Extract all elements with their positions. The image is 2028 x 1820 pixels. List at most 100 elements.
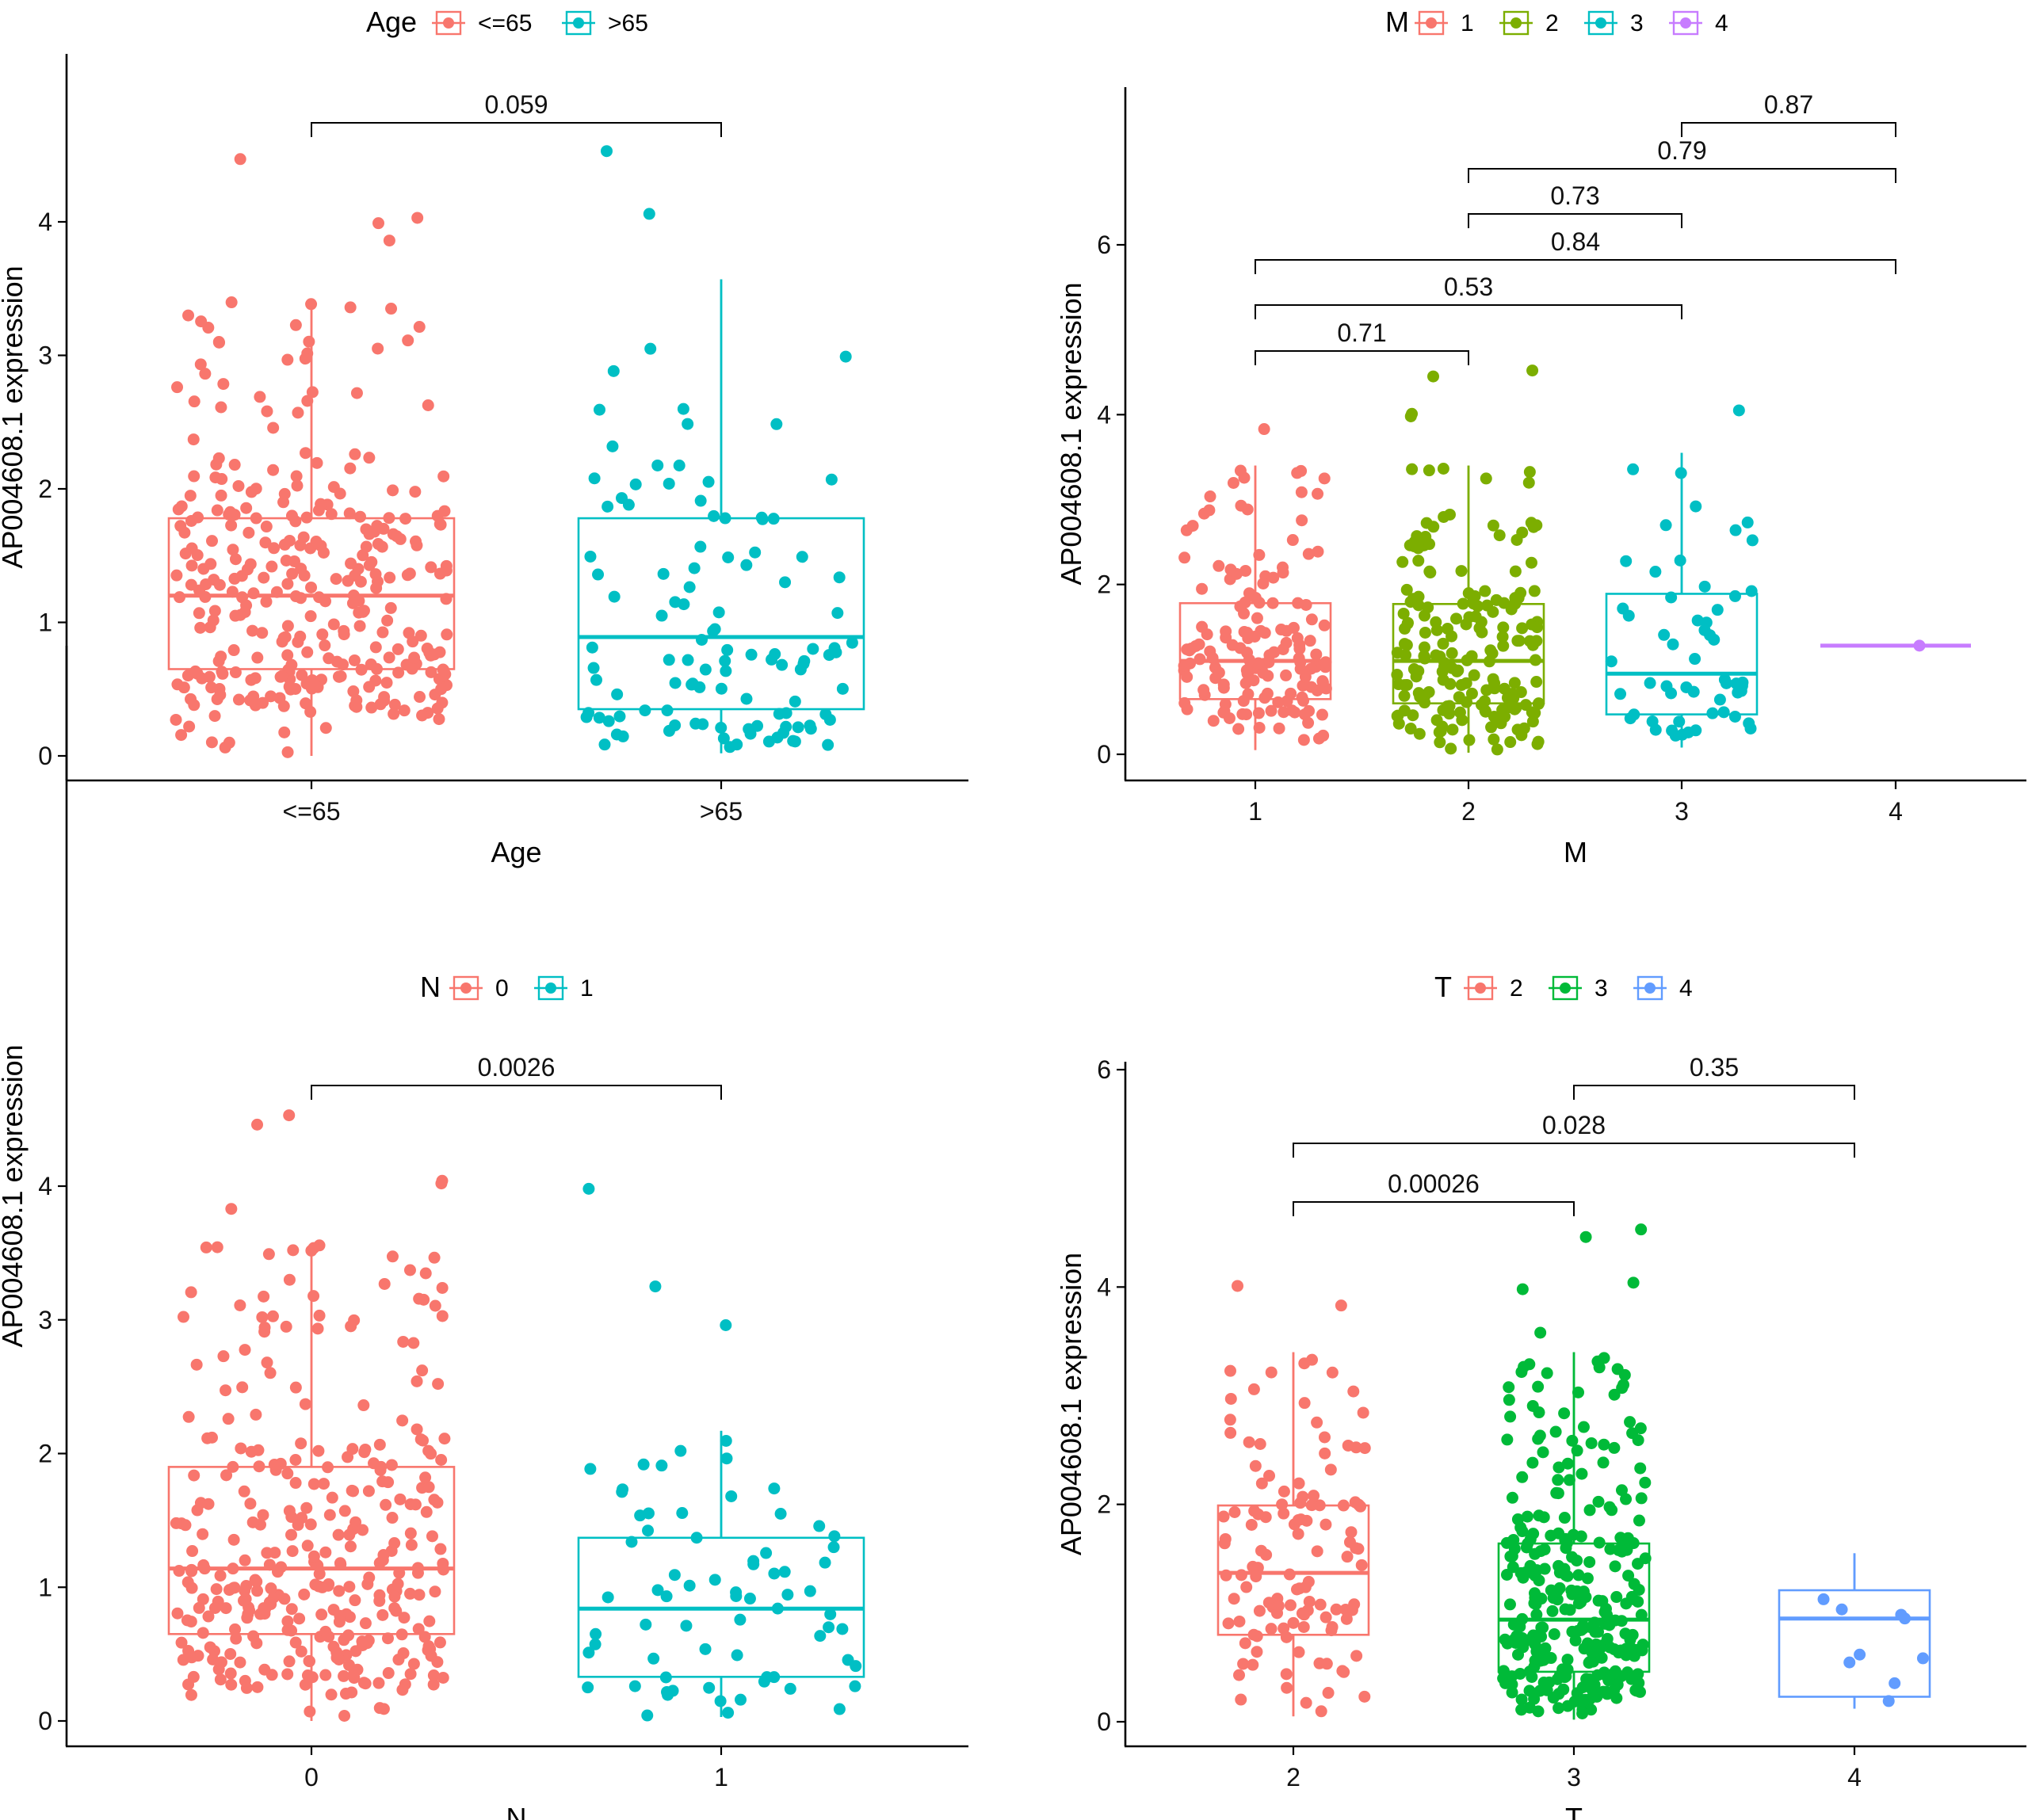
data-point	[836, 682, 849, 695]
bracket-line	[1681, 122, 1896, 137]
data-point	[175, 729, 188, 742]
data-point	[239, 1344, 251, 1356]
data-point	[1468, 590, 1481, 603]
data-point	[225, 296, 238, 309]
data-point	[1419, 626, 1431, 639]
data-point	[185, 1651, 198, 1664]
data-point	[582, 1182, 595, 1195]
data-point	[418, 1293, 430, 1306]
data-point	[1437, 673, 1449, 686]
data-point	[1480, 472, 1492, 485]
data-point	[194, 358, 207, 371]
data-point	[289, 1381, 302, 1394]
x-tick-label: 1	[1248, 797, 1262, 826]
data-point	[229, 609, 242, 622]
data-point	[1298, 1397, 1311, 1410]
data-point	[731, 738, 743, 751]
data-point	[669, 677, 682, 689]
data-point	[1237, 1658, 1250, 1670]
data-point	[376, 626, 389, 639]
data-point	[682, 418, 694, 430]
data-point	[319, 1625, 332, 1638]
data-point	[236, 1381, 249, 1394]
data-point	[330, 573, 342, 586]
legend-item: 0	[449, 975, 509, 1002]
data-point	[1741, 516, 1754, 528]
data-point	[1499, 1633, 1511, 1646]
data-point	[301, 646, 314, 658]
data-point	[602, 715, 615, 727]
y-tick-label: 1	[38, 1573, 52, 1601]
data-point	[1511, 1513, 1524, 1526]
data-point	[185, 1286, 197, 1299]
data-point	[376, 1475, 389, 1488]
data-point	[188, 699, 201, 712]
x-axis-title: Age	[491, 836, 541, 868]
data-point	[608, 590, 621, 603]
data-point	[319, 722, 332, 734]
bracket-line	[311, 1085, 722, 1100]
data-point	[680, 1620, 693, 1632]
data-point	[1513, 635, 1526, 647]
data-point	[1563, 1474, 1575, 1486]
data-point	[306, 386, 319, 399]
legend-title: N	[420, 971, 441, 1003]
legend-label: 2	[1545, 10, 1559, 36]
data-point	[1310, 648, 1323, 661]
data-point	[629, 478, 642, 490]
box-group-2	[1391, 364, 1545, 756]
data-point	[333, 1585, 346, 1597]
data-point	[1217, 681, 1230, 694]
legend-item: <=65	[432, 10, 532, 36]
data-point	[1240, 1581, 1253, 1593]
data-point	[663, 477, 675, 490]
data-point	[1601, 1632, 1614, 1645]
data-point	[814, 1630, 827, 1643]
data-point	[697, 718, 709, 731]
data-point	[1576, 1707, 1589, 1719]
data-point	[411, 1423, 423, 1436]
data-point	[1427, 521, 1440, 533]
data-point	[1487, 519, 1499, 532]
data-point	[1235, 499, 1247, 512]
data-point	[606, 440, 619, 452]
data-point	[342, 1629, 355, 1642]
data-point	[616, 1486, 628, 1498]
data-point	[428, 1494, 441, 1506]
data-point	[372, 342, 384, 355]
data-point	[377, 1548, 390, 1561]
data-point	[1601, 1608, 1614, 1621]
data-point	[1410, 670, 1423, 683]
data-point	[258, 571, 270, 584]
data-point	[385, 303, 398, 315]
data-point	[1530, 635, 1543, 647]
data-point	[268, 542, 281, 555]
data-point	[582, 1681, 594, 1694]
bracket-line	[1293, 1143, 1855, 1158]
data-point	[1530, 1645, 1543, 1658]
x-tick-label: 0	[304, 1763, 319, 1791]
data-point	[227, 1562, 239, 1575]
data-point	[639, 704, 651, 717]
data-point	[265, 690, 277, 703]
data-point	[1706, 707, 1719, 719]
data-point	[401, 569, 414, 582]
data-point	[356, 1635, 369, 1648]
data-point	[1315, 1705, 1327, 1718]
data-point	[1358, 1442, 1371, 1455]
data-point	[712, 606, 725, 619]
data-point	[330, 655, 343, 668]
data-point	[1460, 618, 1472, 631]
data-point	[643, 208, 655, 220]
legend-key-point	[545, 982, 556, 994]
data-point	[211, 504, 223, 517]
data-point	[1391, 647, 1404, 659]
data-point	[182, 309, 195, 322]
data-point	[297, 531, 310, 544]
data-point	[247, 1630, 260, 1643]
data-point	[411, 1566, 424, 1579]
data-point	[1304, 635, 1316, 647]
data-point	[249, 672, 262, 685]
data-point	[378, 1277, 391, 1290]
